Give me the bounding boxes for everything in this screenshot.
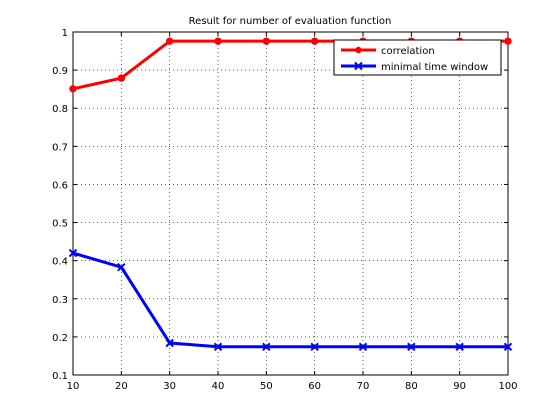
x-tick-label: 90 [453,381,466,392]
legend-label: correlation [381,46,435,57]
y-tick-label: 0.2 [52,333,68,344]
data-point [262,37,271,45]
y-tick-label: 0.8 [52,104,68,115]
x-tick-label: 10 [67,381,80,392]
data-point [310,37,319,45]
x-tick-label: 20 [115,381,128,392]
data-point [214,37,222,45]
y-tick-label: 1 [62,28,68,39]
series-line-1 [72,251,508,349]
plot-area [73,32,508,375]
data-point [213,342,223,352]
data-point [407,342,416,352]
y-tick-label: 0.1 [52,371,68,382]
legend: correlation minimal time window [333,39,502,76]
y-tick-label: 0.7 [52,142,68,153]
data-point [504,37,512,45]
x-tick-label: 60 [308,381,321,392]
chart-title: Result for number of evaluation function [189,16,392,27]
x-tick-label: 40 [212,381,225,392]
x-tick-label: 50 [260,381,273,392]
x-tick-label: 100 [498,381,517,392]
legend-label: minimal time window [381,62,488,73]
data-point [503,342,513,352]
data-point [69,85,77,93]
tick-labels: 10 20 30 40 50 60 70 80 90 100 0.1 0.2 0.3 0.4 0.5 0.6 0… [52,28,517,392]
x-tick-label: 70 [357,381,370,392]
x-tick-label: 80 [405,381,418,392]
data-point [455,342,464,352]
legend-marker [355,46,362,54]
y-tick-label: 0.9 [52,66,68,77]
y-tick-label: 0.4 [52,257,68,268]
data-point [262,342,271,352]
data-point [117,74,126,82]
data-point [68,248,78,258]
data-point [165,338,174,348]
x-tick-label: 30 [163,381,176,392]
data-point [165,37,174,45]
data-point [117,262,126,272]
legend-marker [354,61,363,71]
y-tick-label: 0.3 [52,295,68,306]
grid-lines [73,32,508,375]
data-point [310,342,319,352]
y-tick-label: 0.5 [52,219,68,230]
data-point [358,342,368,352]
y-tick-label: 0.6 [52,180,68,191]
plot-frame [72,31,509,376]
